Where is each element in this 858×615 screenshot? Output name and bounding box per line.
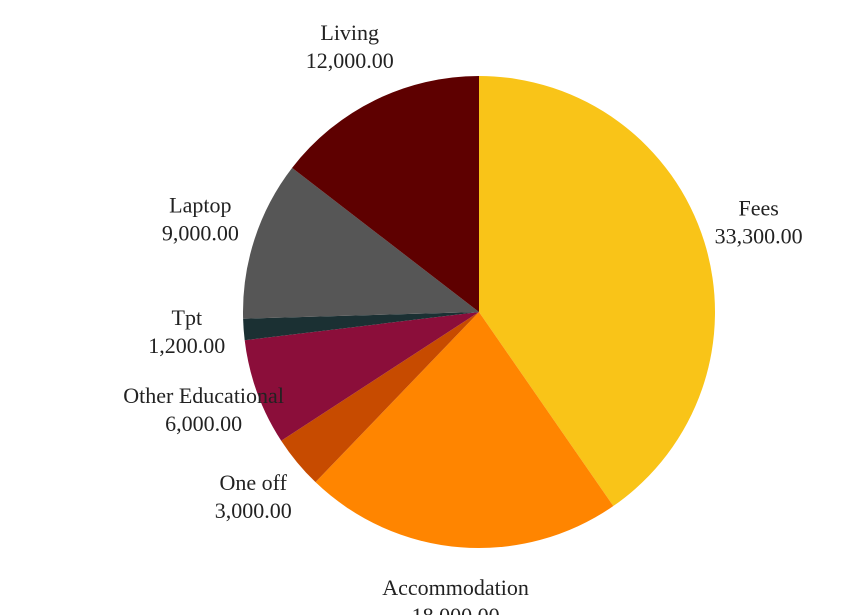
slice-label: One off [220,470,288,495]
pie-slice [315,312,614,548]
pie-slice [281,312,479,483]
slice-label: Laptop [169,193,231,218]
slice-label: Other Educational [123,383,284,408]
slice-value-label: 1,200.00 [148,333,225,358]
slice-value-label: 18,000.00 [412,603,500,615]
slice-label: Tpt [172,305,203,330]
slice-value-label: 12,000.00 [306,48,394,73]
pie-slice [292,76,479,312]
pie-slice [479,76,715,507]
slice-label: Accommodation [382,575,529,600]
slice-label: Fees [739,196,779,221]
pie-slice [244,312,479,441]
slice-value-label: 33,300.00 [715,224,803,249]
slice-value-label: 3,000.00 [215,498,292,523]
pie-slice [243,312,479,341]
pie-slice [242,167,479,319]
slice-value-label: 9,000.00 [162,221,239,246]
slice-label: Living [320,20,379,45]
slice-value-label: 6,000.00 [165,411,242,436]
